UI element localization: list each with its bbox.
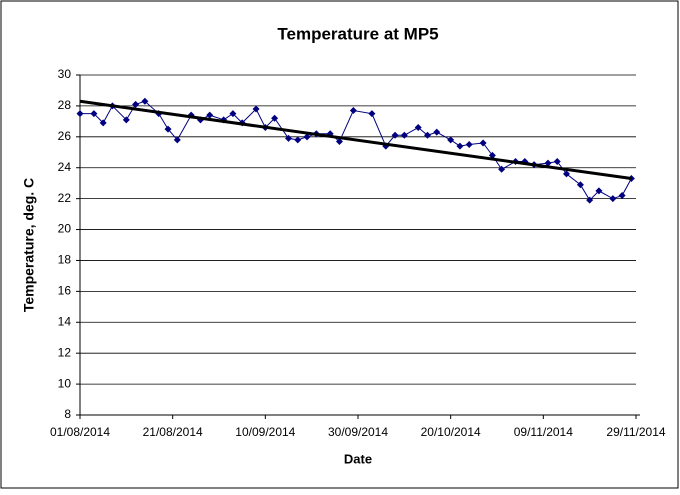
data-point [368,110,376,118]
data-point [609,195,617,203]
data-point [132,100,140,108]
data-point [618,192,626,200]
y-tick-label: 8 [64,407,71,421]
data-point [544,159,552,167]
x-axis-label: Date [344,451,372,466]
data-point [335,137,343,145]
data-point [206,111,214,119]
y-tick-label: 14 [58,314,72,328]
x-tick-label: 09/11/2014 [514,425,573,439]
data-point [479,139,487,147]
y-tick-label: 16 [58,284,72,298]
data-point [76,110,84,118]
y-tick-label: 26 [58,129,72,143]
data-point [553,158,561,166]
y-tick-label: 18 [58,253,72,267]
data-point [141,97,149,105]
data-point [122,116,130,124]
y-axis-label: Temperature, deg. C [21,178,37,312]
data-point [349,107,357,115]
data-point [465,141,473,149]
data-point [488,151,496,159]
y-tick-label: 24 [58,160,72,174]
data-point [90,110,98,118]
data-point [391,131,399,139]
trend-line [79,99,632,181]
data-point [285,134,292,142]
data-point [595,187,603,195]
y-tick-label: 28 [58,98,72,112]
data-point [563,170,570,178]
data-point [433,128,441,136]
x-tick-label: 21/08/2014 [143,425,203,439]
y-tick-label: 10 [58,376,72,390]
x-tick-label: 29/11/2014 [606,425,665,439]
data-point [414,124,422,132]
y-tick-label: 12 [58,345,72,359]
data-point [456,142,464,150]
x-tick-label: 20/10/2014 [421,425,481,439]
data-point [173,136,181,144]
y-tick-label: 30 [58,67,72,81]
data-point [252,105,260,113]
data-point [99,119,107,127]
data-point [447,136,455,144]
data-point [400,131,408,139]
chart-title: Temperature at MP5 [277,24,438,43]
data-point [271,114,279,122]
x-tick-label: 30/09/2014 [328,425,388,439]
data-point [576,181,584,189]
data-point [164,125,172,133]
data-point [229,110,237,118]
data-point [424,131,431,139]
y-tick-label: 20 [58,222,72,236]
data-point [586,196,594,204]
x-tick-label: 10/09/2014 [235,425,295,439]
x-tick-label: 01/08/2014 [50,425,110,439]
y-tick-label: 22 [58,191,72,205]
data-point [498,165,506,173]
data-point [303,133,311,141]
data-point [294,136,302,144]
